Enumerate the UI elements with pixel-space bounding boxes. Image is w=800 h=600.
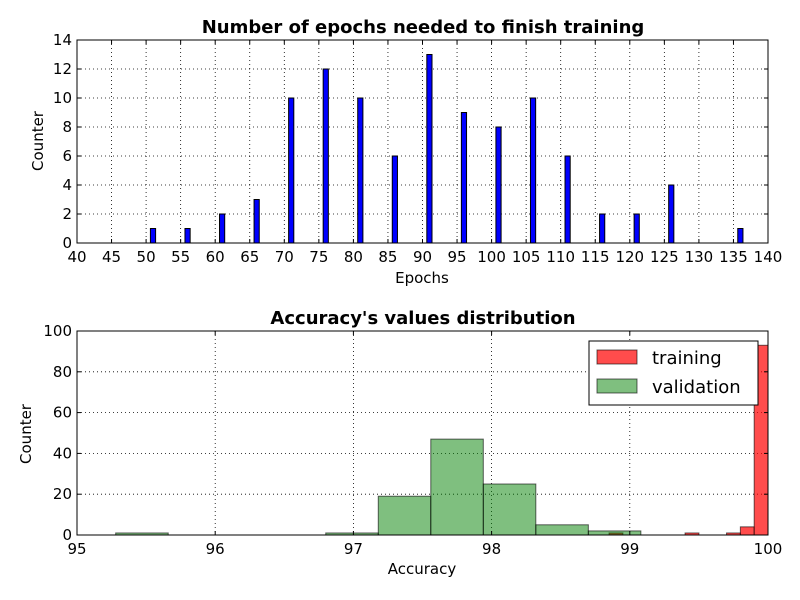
- epochs-bar: [322, 68, 329, 244]
- epochs-chart-frame: [76, 39, 769, 244]
- epochs-chart: Number of epochs needed to finish traini…: [29, 17, 782, 287]
- legend-swatch-training: [596, 349, 638, 365]
- epochs-chart-xtick-label: 80: [344, 248, 363, 266]
- epochs-bar: [495, 126, 502, 244]
- epochs-chart-ytick-label: 12: [53, 60, 72, 78]
- accuracy-chart-ytick-label: 40: [53, 444, 72, 462]
- accuracy-chart-xtick-label: 96: [206, 540, 225, 558]
- epochs-chart-xtick-label: 85: [378, 248, 397, 266]
- epochs-bar: [149, 228, 157, 244]
- epochs-chart-xtick-label: 50: [137, 248, 156, 266]
- epochs-bar: [357, 97, 364, 244]
- epochs-chart-xtick-label: 130: [685, 248, 714, 266]
- epochs-chart-xtick-label: 65: [240, 248, 259, 266]
- accuracy-chart-legend: training validation: [588, 340, 759, 406]
- epochs-chart-xtick-label: 100: [477, 248, 506, 266]
- accuracy-chart-xtick-label: 95: [67, 540, 86, 558]
- epochs-chart-ytick-label: 0: [62, 234, 72, 252]
- accuracy-chart: Accuracy's values distribution 95 96 97 98 9…: [17, 308, 782, 578]
- validation-hist-bar: [377, 495, 432, 536]
- accuracy-chart-frame: [76, 330, 769, 536]
- epochs-bar: [599, 213, 606, 244]
- epochs-bar: [219, 213, 226, 244]
- epochs-bar: [668, 184, 675, 244]
- epochs-chart-xtick-label: 110: [546, 248, 575, 266]
- epochs-bar: [253, 199, 260, 244]
- validation-hist-bar: [587, 530, 642, 536]
- epochs-chart-ytick-label: 14: [53, 31, 72, 49]
- accuracy-chart-xtick-label: 100: [754, 540, 783, 558]
- epochs-chart-xtick-label: 120: [615, 248, 644, 266]
- epochs-chart-xtick-label: 70: [275, 248, 294, 266]
- accuracy-chart-ticks: 95 96 97 98 99 100 0 20 40 60 80 100: [43, 322, 782, 558]
- accuracy-chart-ytick-label: 20: [53, 485, 72, 503]
- epochs-chart-ytick-label: 10: [53, 89, 72, 107]
- legend-label-validation: validation: [652, 377, 741, 398]
- epochs-bar: [184, 228, 191, 244]
- accuracy-chart-xtick-label: 99: [620, 540, 639, 558]
- accuracy-chart-ytick-label: 60: [53, 404, 72, 422]
- epochs-chart-grid: [76, 39, 769, 244]
- epochs-bar: [564, 155, 571, 244]
- epochs-chart-xtick-label: 75: [309, 248, 328, 266]
- training-hist-bar: [739, 526, 755, 536]
- legend-swatch-validation: [596, 378, 638, 394]
- epochs-chart-ytick-label: 4: [62, 176, 72, 194]
- epochs-chart-xtick-label: 60: [206, 248, 225, 266]
- epochs-bar: [288, 97, 295, 244]
- epochs-chart-ytick-label: 8: [62, 118, 72, 136]
- validation-hist-bar: [535, 524, 589, 536]
- epochs-chart-bars: [149, 54, 744, 244]
- accuracy-chart-title: Accuracy's values distribution: [270, 308, 575, 329]
- accuracy-chart-ytick-label: 0: [62, 526, 72, 544]
- epochs-chart-xlabel: Epochs: [395, 269, 449, 287]
- legend-label-training: training: [652, 348, 722, 369]
- epochs-chart-ylabel: Counter: [29, 110, 47, 171]
- epochs-bar: [529, 97, 537, 244]
- accuracy-chart-xlabel: Accuracy: [388, 560, 457, 578]
- accuracy-chart-ylabel: Counter: [17, 403, 35, 464]
- epochs-chart-xtick-label: 95: [448, 248, 467, 266]
- accuracy-chart-ytick-label: 100: [43, 322, 72, 340]
- validation-hist-bar: [430, 438, 484, 536]
- validation-hist-bar: [482, 483, 537, 536]
- epochs-chart-xtick-label: 135: [719, 248, 748, 266]
- epochs-bar: [737, 228, 744, 244]
- epochs-chart-xtick-label: 90: [413, 248, 432, 266]
- epochs-chart-xtick-label: 115: [581, 248, 610, 266]
- epochs-bar: [391, 155, 398, 244]
- accuracy-chart-xtick-label: 98: [482, 540, 501, 558]
- epochs-bar: [426, 54, 433, 244]
- accuracy-chart-ytick-label: 80: [53, 363, 72, 381]
- epochs-chart-ticks: 40 45 50 55 60 65 70 75 80 85 90 95 100 105 110 115 120 1…: [53, 31, 782, 266]
- epochs-chart-xtick-label: 140: [754, 248, 783, 266]
- epochs-chart-xtick-label: 55: [171, 248, 190, 266]
- epochs-chart-title: Number of epochs needed to finish traini…: [202, 17, 645, 38]
- epochs-chart-xtick-label: 125: [650, 248, 679, 266]
- epochs-bar: [633, 213, 640, 244]
- epochs-bar: [460, 112, 468, 244]
- epochs-chart-xtick-label: 45: [102, 248, 121, 266]
- epochs-chart-ytick-label: 6: [62, 147, 72, 165]
- epochs-chart-xtick-label: 40: [67, 248, 86, 266]
- epochs-chart-ytick-label: 2: [62, 205, 72, 223]
- accuracy-chart-xtick-label: 97: [344, 540, 363, 558]
- epochs-chart-xtick-label: 105: [512, 248, 541, 266]
